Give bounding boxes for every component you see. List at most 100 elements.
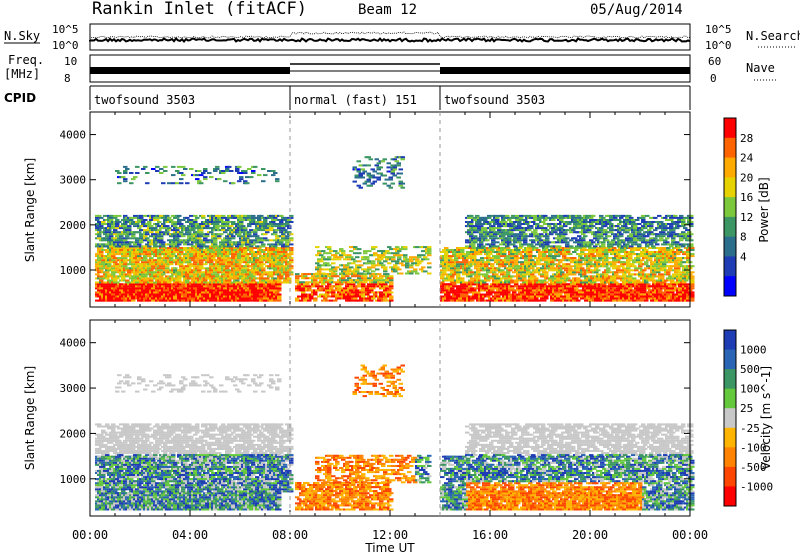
data-cell	[444, 253, 449, 256]
data-cell	[185, 279, 190, 282]
data-cell	[167, 227, 172, 230]
data-cell	[113, 229, 118, 232]
data-cell	[365, 289, 370, 292]
data-cell	[225, 247, 230, 249]
data-cell	[305, 283, 310, 286]
data-cell	[642, 287, 647, 290]
data-cell	[125, 245, 130, 248]
data-cell	[462, 261, 467, 264]
data-cell	[307, 287, 312, 290]
data-cell	[456, 253, 461, 256]
data-cell	[636, 299, 641, 302]
data-cell	[470, 271, 475, 274]
data-cell	[415, 272, 420, 275]
data-cell	[642, 289, 647, 292]
data-cell	[488, 293, 493, 296]
data-cell	[153, 283, 158, 286]
data-cell	[209, 265, 214, 268]
data-cell	[440, 281, 445, 284]
data-cell	[576, 293, 581, 296]
data-cell	[225, 241, 230, 244]
data-cell	[462, 253, 467, 256]
data-cell	[317, 250, 322, 253]
data-cell	[357, 283, 362, 286]
data-cell	[201, 253, 206, 256]
data-cell	[460, 277, 465, 280]
data-cell	[393, 264, 398, 267]
data-cell	[369, 299, 374, 302]
data-cell	[506, 249, 511, 251]
data-cell	[289, 267, 294, 270]
data-cell	[95, 216, 100, 219]
data-cell	[175, 285, 180, 288]
data-cell	[173, 225, 178, 228]
data-cell	[357, 260, 362, 263]
data-cell	[289, 259, 294, 262]
data-cell	[213, 237, 218, 240]
data-cell	[313, 277, 318, 280]
data-cell	[289, 237, 294, 240]
data-cell	[225, 237, 230, 240]
data-cell	[117, 221, 122, 223]
data-cell	[502, 275, 507, 278]
data-cell	[277, 253, 282, 256]
data-cell	[476, 259, 481, 262]
data-cell	[656, 287, 661, 290]
data-cell	[175, 229, 180, 232]
data-cell	[283, 265, 288, 268]
data-cell	[456, 273, 461, 276]
data-cell	[510, 285, 515, 288]
data-cell	[355, 268, 360, 271]
data-cell	[474, 261, 479, 264]
data-cell	[203, 227, 208, 230]
data-cell	[363, 277, 368, 280]
data-cell	[253, 231, 258, 234]
data-cell	[279, 243, 284, 246]
data-cell	[155, 219, 160, 221]
data-cell	[191, 227, 196, 230]
data-cell	[377, 273, 382, 276]
data-cell	[369, 289, 374, 292]
data-cell	[367, 283, 372, 286]
data-cell	[163, 255, 168, 258]
data-cell	[271, 257, 276, 260]
data-cell	[249, 235, 254, 238]
data-cell	[171, 229, 176, 232]
data-cell	[333, 268, 338, 271]
data-cell	[343, 270, 348, 273]
data-cell	[329, 270, 334, 273]
data-cell	[456, 255, 461, 258]
freq-right-tick-bottom: 0	[710, 72, 717, 85]
data-cell	[313, 293, 318, 296]
data-cell	[446, 297, 451, 300]
data-cell	[179, 265, 184, 268]
data-cell	[305, 281, 310, 284]
data-cell	[185, 249, 190, 251]
data-cell	[484, 293, 489, 296]
data-cell	[299, 299, 304, 302]
data-cell	[177, 277, 182, 280]
data-cell	[508, 277, 513, 280]
data-cell	[251, 219, 256, 221]
data-cell	[165, 265, 170, 268]
data-cell	[275, 241, 280, 244]
data-cell	[171, 255, 176, 258]
data-cell	[99, 257, 104, 260]
data-cell	[199, 231, 204, 234]
data-cell	[399, 248, 404, 251]
data-cell	[239, 221, 244, 223]
data-cell	[452, 263, 457, 266]
data-cell	[349, 285, 354, 288]
data-cell	[129, 291, 134, 294]
data-cell	[187, 225, 192, 228]
data-cell	[189, 263, 194, 266]
data-cell	[161, 216, 166, 219]
data-cell	[381, 281, 386, 284]
data-cell	[97, 259, 102, 262]
data-cell	[139, 233, 144, 236]
data-cell	[297, 295, 302, 298]
data-cell	[498, 271, 503, 274]
data-cell	[448, 269, 453, 272]
data-cell	[371, 260, 376, 263]
